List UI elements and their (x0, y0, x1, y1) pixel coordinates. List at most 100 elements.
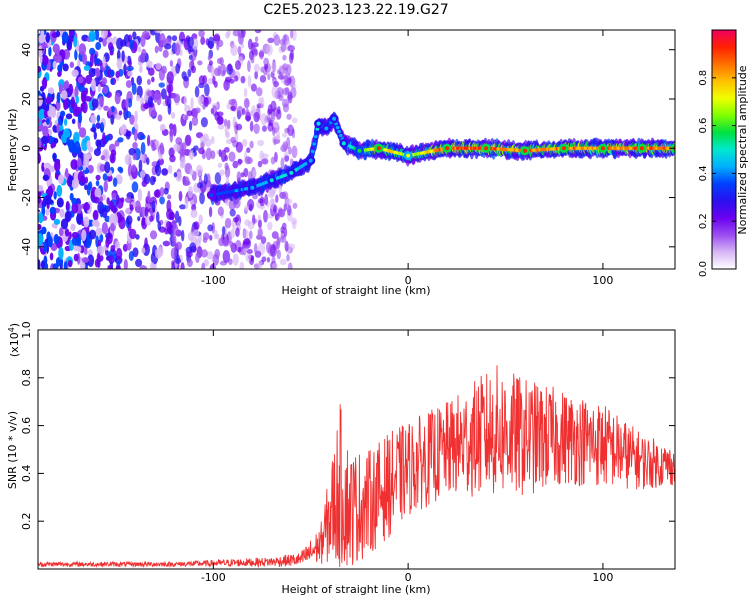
spectrogram-noise-cell (77, 157, 82, 168)
spectrogram-noise-cell (45, 208, 50, 216)
spectrogram-noise-cell (229, 208, 236, 217)
spectrogram-noise-cell (126, 65, 134, 72)
spectrogram-noise-cell (58, 246, 64, 260)
spectrogram-noise-cell (49, 252, 54, 261)
spectrogram-noise-cell (273, 80, 280, 88)
spectrogram-noise-cell (183, 180, 191, 186)
spectrogram-noise-cell (197, 95, 205, 105)
spectrogram-signal-blob-core (445, 146, 450, 151)
spectrogram-ytick-label: 20 (20, 92, 33, 106)
spectrogram-noise-cell (217, 123, 225, 130)
spectrogram-panel: -100 0 100 -40 -20 0 20 40 Height of straight l… (6, 29, 676, 297)
spectrogram-noise-cell (120, 197, 125, 203)
spectrogram-noise-cell (127, 70, 133, 77)
snr-series-line (38, 365, 675, 568)
spectrogram-noise-cell (235, 123, 243, 131)
spectrogram-noise-cell (286, 204, 292, 216)
snr-frame (37, 329, 676, 570)
spectrogram-noise-cell (43, 109, 48, 118)
spectrogram-noise-cell (107, 42, 114, 51)
spectrogram-noise-cell (110, 244, 116, 252)
spectrogram-noise-cell (237, 158, 243, 165)
spectrogram-noise-cell (137, 46, 142, 53)
spectrogram-noise-cell (38, 151, 41, 164)
spectrogram-xtick-label: -100 (201, 274, 226, 287)
spectrogram-noise-cell (70, 96, 75, 110)
spectrogram-signal-core (335, 125, 340, 130)
spectrogram-noise-cell (166, 71, 174, 85)
spectrogram-noise-cell (267, 221, 273, 231)
spectrogram-signal-blob-core (341, 141, 346, 146)
spectrogram-noise-cell (249, 120, 254, 132)
spectrogram-noise-cell (81, 153, 90, 166)
spectrogram-noise-cell (169, 130, 174, 143)
spectrogram-noise-cell (99, 122, 105, 133)
spectrogram-noise-cell (42, 54, 49, 66)
spectrogram-noise-cell (43, 241, 48, 253)
spectrogram-noise-cell (41, 135, 49, 145)
spectrogram-noise-cell (55, 30, 61, 38)
spectrogram-signal-blob-core (561, 146, 566, 151)
spectrogram-noise-cell (253, 63, 261, 73)
spectrogram-noise-cell (180, 156, 186, 168)
spectrogram-noise-cell (276, 130, 281, 141)
spectrogram-noise-cell (38, 65, 42, 73)
spectrogram-signal-blob-core (357, 148, 362, 153)
spectrogram-noise-cell (88, 181, 93, 191)
spectrogram-noise-cell (250, 83, 257, 92)
spectrogram-noise-cell (140, 34, 146, 48)
spectrogram-noise-cell (194, 111, 198, 119)
spectrogram-noise-cell (56, 184, 63, 197)
spectrogram-noise-cell (287, 262, 293, 269)
spectrogram-noise-cell (115, 265, 121, 269)
spectrogram-noise-cell (273, 204, 278, 214)
spectrogram-noise-cell (287, 124, 294, 137)
spectrogram-noise-cell (147, 67, 155, 76)
spectrogram-noise-cell (264, 193, 269, 206)
spectrogram-noise-cell (273, 34, 281, 46)
spectrogram-noise-cell (78, 85, 86, 93)
spectrogram-noise-cell (228, 151, 236, 162)
spectrogram-noise-cell (158, 44, 163, 52)
spectrogram-noise-cell (71, 202, 79, 214)
spectrogram-noise-cell (64, 228, 70, 237)
spectrogram-noise-cell (101, 221, 109, 235)
spectrogram-signal-blob-core (484, 146, 489, 151)
spectrogram-noise-cell (127, 164, 133, 177)
spectrogram-noise-cell (102, 56, 106, 68)
spectrogram-noise-cell (254, 70, 258, 80)
spectrogram-noise-cell (71, 118, 76, 125)
spectrogram-noise-cell (68, 174, 73, 187)
spectrogram-noise-cell (184, 114, 189, 121)
spectrogram-noise-cell (164, 38, 172, 46)
spectrogram-noise-cell (247, 38, 253, 50)
spectrogram-noise-cell (259, 49, 264, 60)
spectrogram-noise-cell (184, 134, 192, 147)
spectrogram-noise-cell (84, 176, 89, 184)
spectrogram-noise-cell (200, 140, 205, 149)
spectrogram-noise-cell (155, 62, 162, 70)
spectrogram-noise-cell (93, 131, 97, 140)
spectrogram-noise-cell (154, 248, 163, 259)
spectrogram-noise-cell (132, 153, 137, 161)
spectrogram-noise-cell (180, 229, 185, 242)
spectrogram-noise-cell (158, 68, 165, 81)
spectrogram-noise-cell (170, 247, 178, 260)
spectrogram-noise-cell (112, 177, 118, 187)
spectrogram-noise-cell (102, 132, 106, 145)
spectrogram-noise-cell (271, 256, 276, 265)
spectrogram-noise-cell (284, 74, 289, 83)
spectrogram-noise-cell (81, 229, 87, 242)
spectrogram-noise-cell (135, 234, 140, 240)
spectrogram-noise-cell (84, 248, 88, 255)
spectrogram-noise-cell (38, 224, 42, 231)
spectrogram-noise-cell (186, 258, 193, 268)
spectrogram-signal-blob-core (324, 126, 329, 131)
spectrogram-noise-cell (48, 46, 52, 57)
spectrogram-noise-cell (40, 260, 46, 269)
snr-xlabel: Height of straight line (km) (281, 583, 430, 596)
spectrogram-noise-cell (137, 188, 143, 202)
spectrogram-noise-cell (218, 237, 225, 247)
spectrogram-signal-blob-core (250, 185, 255, 190)
